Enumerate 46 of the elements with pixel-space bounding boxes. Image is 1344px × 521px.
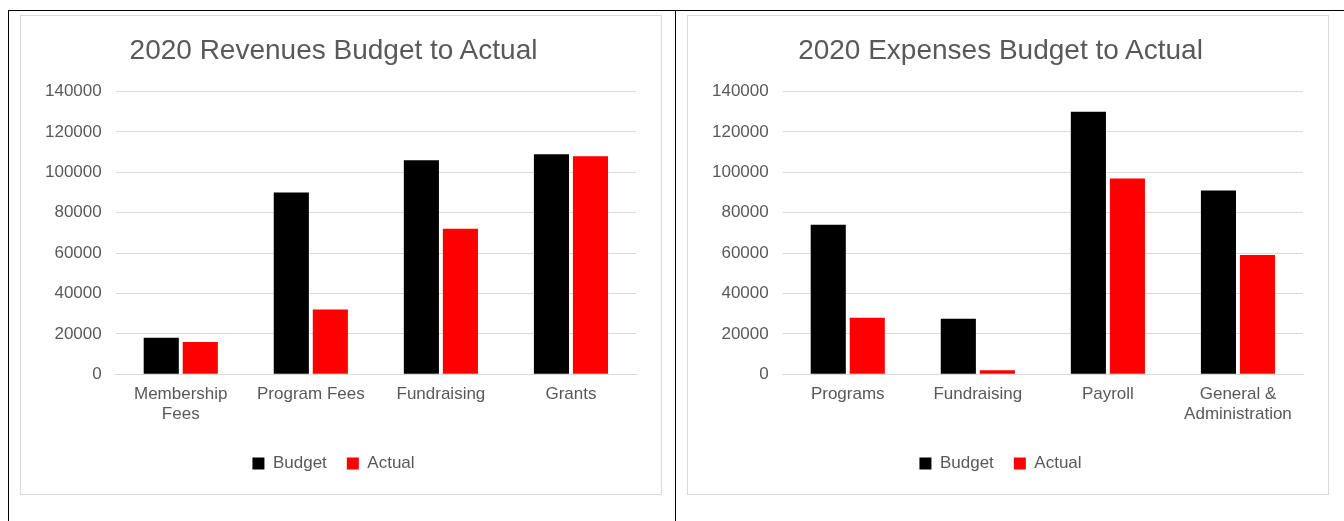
y-tick-label: 120000 — [711, 121, 769, 141]
x-tick-label: Grants — [545, 384, 597, 404]
bar — [1070, 111, 1106, 374]
legend-label: Actual — [1034, 453, 1082, 473]
bar — [143, 337, 179, 374]
legend-label: Actual — [367, 453, 415, 473]
x-tick-label: Fundraising — [396, 384, 486, 404]
y-tick-label: 100000 — [44, 162, 102, 182]
bar — [312, 309, 348, 374]
y-tick-label: 80000 — [721, 202, 769, 222]
legend-label: Budget — [272, 453, 328, 473]
y-tick-label: 80000 — [54, 202, 102, 222]
bar — [533, 154, 570, 374]
chart-title: 2020 Revenues Budget to Actual — [129, 33, 538, 65]
bar — [403, 160, 439, 374]
y-tick-label: 100000 — [711, 162, 769, 182]
y-tick-label: 20000 — [721, 323, 769, 343]
x-tick-label: Programs — [810, 384, 885, 404]
chart-title: 2020 Expenses Budget to Actual — [798, 33, 1203, 65]
y-tick-label: 140000 — [44, 81, 102, 101]
legend-label: Budget — [939, 453, 995, 473]
bar — [182, 341, 218, 374]
bar — [572, 156, 609, 374]
y-tick-label: 20000 — [54, 323, 102, 343]
x-tick-label: Fundraising — [933, 384, 1023, 404]
y-tick-label: 60000 — [54, 242, 102, 262]
bar — [979, 370, 1015, 374]
y-tick-label: 40000 — [721, 283, 769, 303]
y-tick-label: 140000 — [711, 81, 769, 101]
bar — [273, 192, 309, 374]
bar — [940, 318, 976, 374]
bar — [1239, 255, 1276, 374]
bar — [810, 224, 846, 374]
x-tick-label: Program Fees — [256, 384, 365, 404]
bar — [849, 317, 885, 374]
bar — [1200, 190, 1237, 374]
bar — [1109, 178, 1145, 374]
y-tick-label: 40000 — [54, 283, 102, 303]
y-tick-label: 120000 — [44, 121, 102, 141]
x-tick-label: Payroll — [1081, 384, 1134, 404]
x-tick-label: Membership Fees — [133, 384, 228, 424]
y-tick-label: 0 — [92, 363, 102, 383]
x-tick-label: General & Administration — [1184, 384, 1292, 424]
bar — [442, 228, 478, 374]
y-tick-label: 0 — [759, 363, 769, 383]
y-tick-label: 60000 — [721, 242, 769, 262]
